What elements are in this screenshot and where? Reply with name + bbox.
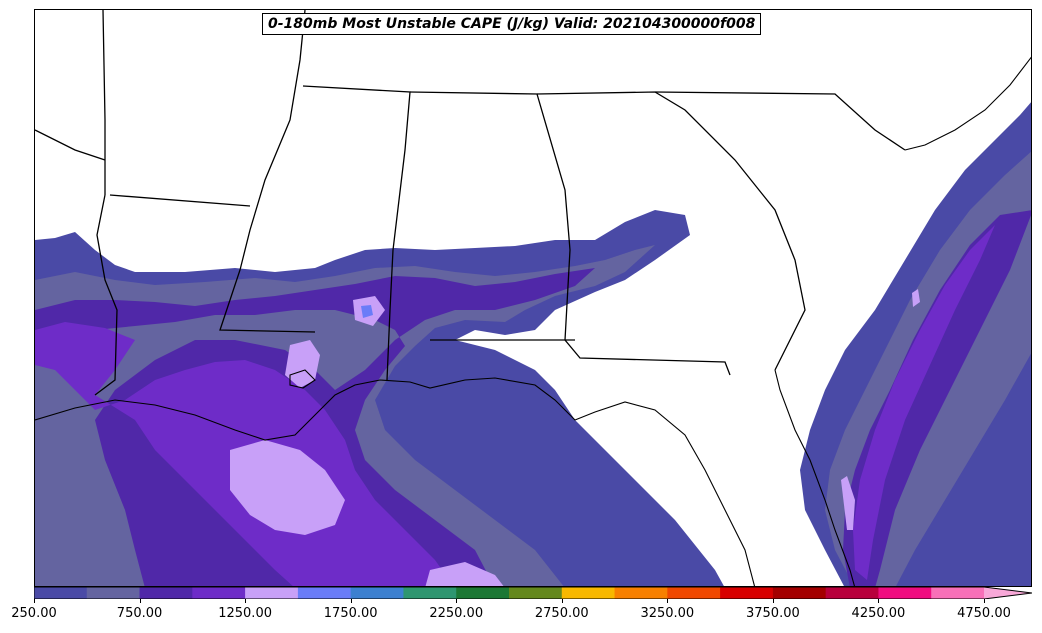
colorbar-segment	[614, 587, 668, 599]
colorbar-tick-label: 750.00	[116, 606, 163, 621]
colorbar-segment	[192, 587, 246, 599]
boundary-line	[654, 91, 906, 151]
colorbar-tick-label: 3250.00	[640, 606, 695, 621]
colorbar-tick-label: 3750.00	[745, 606, 800, 621]
colorbar-tick-mark	[667, 599, 669, 603]
cape-field-band-750	[843, 210, 1031, 586]
coastline	[774, 369, 856, 586]
map-title: 0-180mb Most Unstable CAPE (J/kg) Valid:…	[262, 13, 762, 35]
coastline	[904, 56, 1031, 151]
colorbar-segment	[86, 587, 141, 599]
boundary-line	[536, 91, 806, 371]
colorbar-segment	[931, 587, 985, 599]
colorbar-segment	[667, 587, 721, 599]
colorbar-tick-label: 4750.00	[957, 606, 1011, 621]
boundary-line	[102, 10, 106, 195]
cape-field-band-1500	[361, 305, 373, 318]
colorbar-tick-label: 250.00	[11, 606, 57, 621]
coastline	[35, 377, 756, 586]
colorbar-segment	[297, 587, 352, 599]
colorbar-tick-mark	[456, 599, 458, 603]
boundary-line	[409, 91, 731, 376]
colorbar-tick-mark	[34, 599, 35, 603]
map-panel	[34, 9, 1032, 587]
boundary-line	[35, 129, 106, 161]
colorbar-tick-label: 4250.00	[851, 606, 906, 621]
colorbar-extend-arrow	[984, 587, 1032, 599]
colorbar-tick-label: 1250.00	[218, 606, 272, 621]
colorbar-tick-mark	[772, 599, 774, 603]
colorbar-tick-mark	[561, 599, 563, 603]
colorbar-segment	[561, 587, 616, 599]
colorbar-tick-mark	[350, 599, 352, 603]
colorbar-tick-mark	[878, 599, 880, 603]
boundary-line	[219, 10, 316, 333]
colorbar-tick-label: 2750.00	[534, 606, 589, 621]
boundary-line	[302, 85, 411, 381]
cape-field-band-1250	[841, 476, 855, 530]
colorbar-tick-label: 2250.00	[429, 606, 484, 621]
state-boundaries	[35, 10, 906, 396]
cape-field-band-1000	[853, 225, 995, 580]
colorbar-segment	[350, 587, 404, 599]
colorbar-segment	[509, 587, 563, 599]
colorbar-segment	[245, 587, 299, 599]
colorbar-tick-label: 1750.00	[323, 606, 378, 621]
colorbar-segment	[403, 587, 457, 599]
cape-map	[35, 10, 1031, 586]
colorbar-segment	[720, 587, 774, 599]
colorbar-segment	[878, 587, 932, 599]
colorbar-segment	[456, 587, 510, 599]
colorbar-outline	[34, 587, 1032, 599]
colorbar-segment	[139, 587, 193, 599]
coastlines	[35, 56, 1031, 586]
colorbar-tick-mark	[139, 599, 141, 603]
cape-field-band-1250	[912, 289, 920, 307]
colorbar-segment	[825, 587, 879, 599]
cape-field-band-1250	[425, 562, 504, 586]
colorbar-segment	[34, 587, 88, 599]
colorbar-tick-mark	[245, 599, 247, 603]
boundary-line	[109, 194, 251, 207]
colorbar-tick-mark	[984, 599, 985, 603]
boundary-line	[94, 194, 118, 396]
colorbar	[34, 587, 1032, 599]
coastline	[289, 369, 316, 389]
cape-field-band-1250	[230, 440, 345, 535]
colorbar-segment	[772, 587, 827, 599]
